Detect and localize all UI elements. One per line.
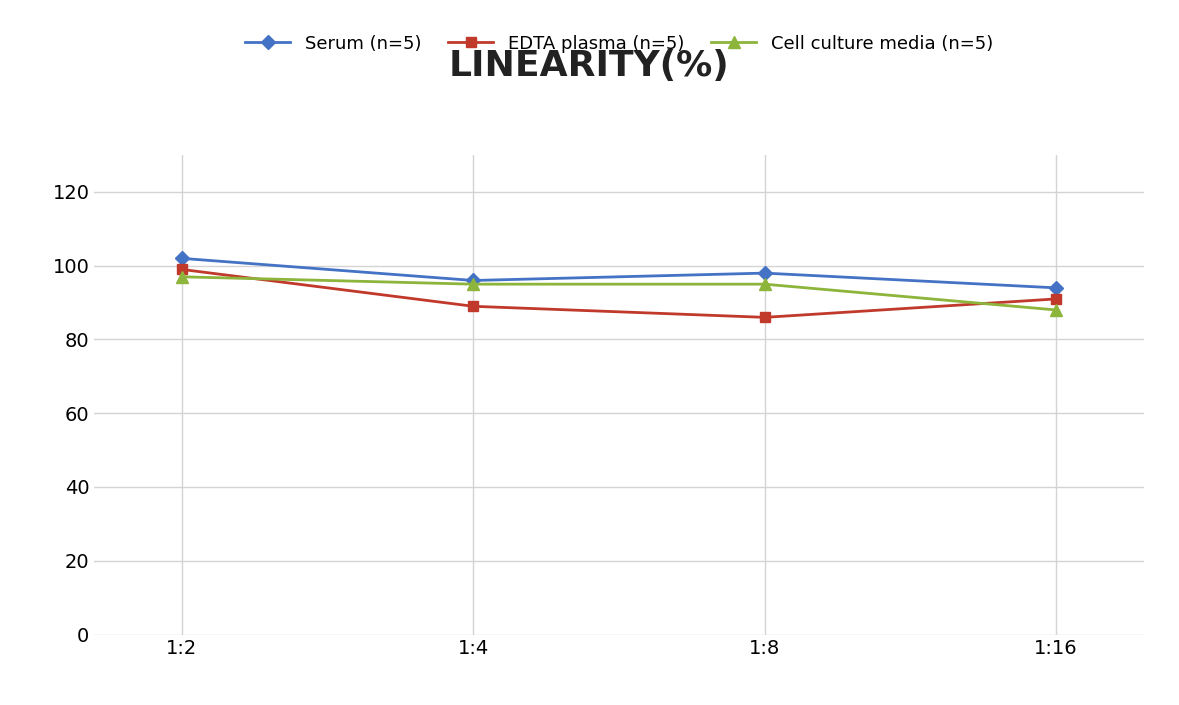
EDTA plasma (n=5) [466,302,480,310]
Serum (n=5) [758,269,772,277]
Serum (n=5) [1049,283,1063,292]
Line: EDTA plasma (n=5): EDTA plasma (n=5) [177,264,1061,322]
Cell culture media (n=5) [758,280,772,288]
Cell culture media (n=5) [466,280,480,288]
Serum (n=5) [466,276,480,285]
Legend: Serum (n=5), EDTA plasma (n=5), Cell culture media (n=5): Serum (n=5), EDTA plasma (n=5), Cell cul… [245,35,993,53]
EDTA plasma (n=5) [1049,295,1063,303]
Cell culture media (n=5) [174,273,189,281]
Text: LINEARITY(%): LINEARITY(%) [449,49,730,83]
Line: Serum (n=5): Serum (n=5) [177,254,1061,293]
Line: Cell culture media (n=5): Cell culture media (n=5) [176,271,1062,316]
EDTA plasma (n=5) [174,265,189,274]
Serum (n=5) [174,254,189,262]
Cell culture media (n=5) [1049,306,1063,314]
EDTA plasma (n=5) [758,313,772,321]
